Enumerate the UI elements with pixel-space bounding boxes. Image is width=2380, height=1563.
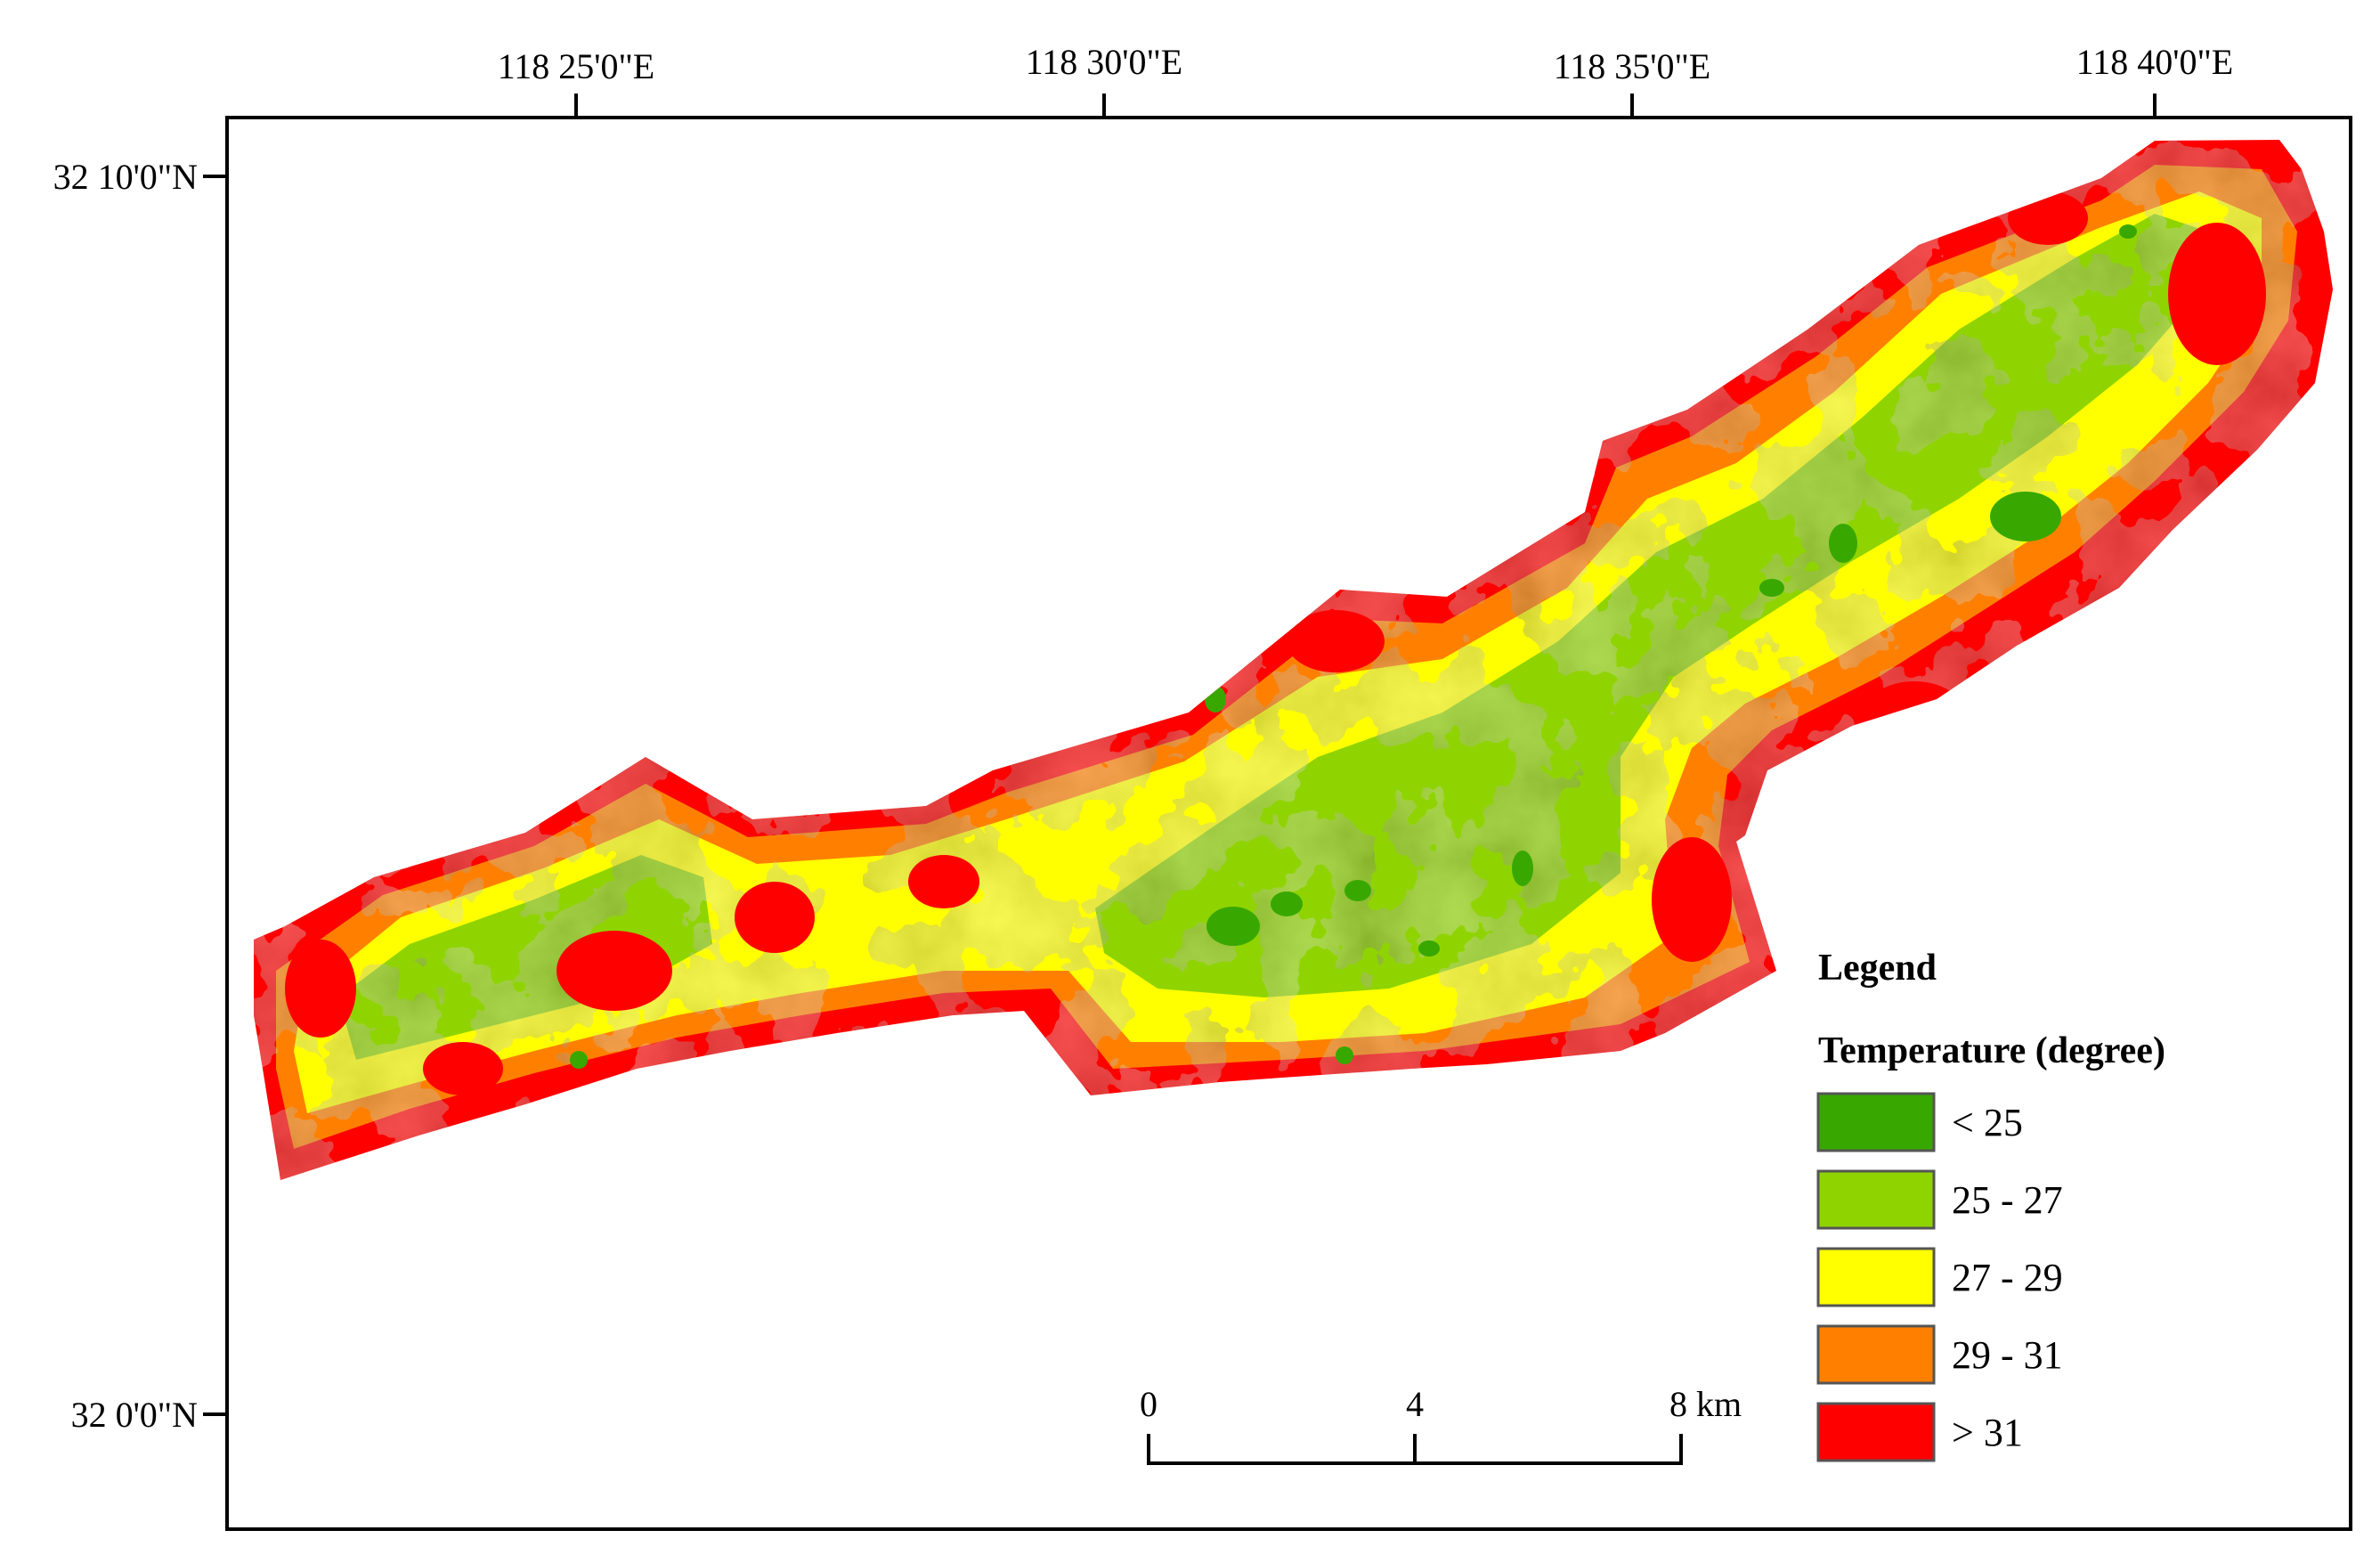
class-below-25-patches [570, 224, 2137, 1069]
longitude-label-1: 118 25'0"E [498, 46, 654, 86]
legend-label: 29 - 31 [1952, 1333, 2063, 1377]
scale-label-4: 4 [1406, 1384, 1424, 1424]
legend-swatch [1816, 1247, 1936, 1307]
legend-label: < 25 [1952, 1101, 2023, 1144]
latitude-axis: 32 10'0"N 32 0'0"N [53, 157, 227, 1435]
scale-label-8: 8 km [1669, 1384, 1742, 1424]
legend: Legend Temperature (degree) < 25 25 - 27 2… [1816, 948, 2165, 1462]
scale-bar: 0 4 8 km [1140, 1384, 1742, 1465]
legend-items: < 25 25 - 27 27 - 29 29 - 31 > 31 [1816, 1092, 2063, 1462]
legend-swatch [1816, 1169, 1936, 1230]
longitude-label-4: 118 40'0"E [2076, 42, 2233, 82]
legend-swatch [1816, 1324, 1936, 1385]
longitude-label-3: 118 35'0"E [1554, 46, 1710, 86]
scale-label-0: 0 [1140, 1384, 1158, 1424]
legend-swatch [1816, 1402, 1936, 1462]
legend-label: 25 - 27 [1952, 1178, 2063, 1222]
longitude-label-2: 118 30'0"E [1026, 42, 1182, 82]
legend-swatch [1816, 1092, 1936, 1152]
longitude-axis: 118 25'0"E 118 30'0"E 118 35'0"E 118 40'… [498, 42, 2233, 118]
latitude-label-bottom: 32 0'0"N [71, 1395, 198, 1435]
legend-title: Legend [1818, 948, 1937, 989]
legend-label: 27 - 29 [1952, 1256, 2063, 1299]
latitude-label-top: 32 10'0"N [53, 157, 198, 197]
legend-label: > 31 [1952, 1411, 2023, 1454]
legend-subtitle: Temperature (degree) [1818, 1030, 2165, 1071]
